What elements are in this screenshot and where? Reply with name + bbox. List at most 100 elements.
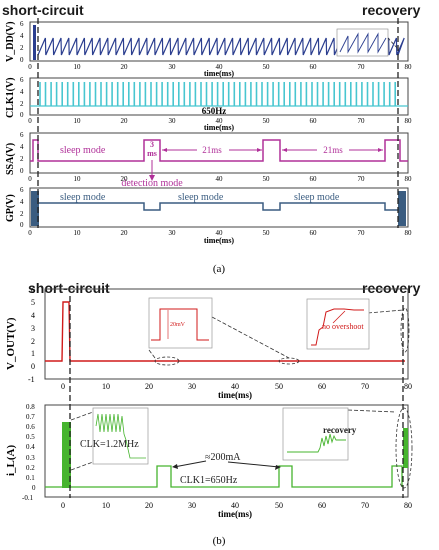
vdd-xtick: 80 — [405, 63, 413, 71]
clk1-xlabel: time(ms) — [204, 123, 235, 132]
gp-ytick: 6 — [20, 186, 24, 194]
gp-ytick: 2 — [20, 210, 24, 218]
vout-ytick: 5 — [31, 298, 35, 307]
ssa-21ms-label-2: 21ms — [323, 145, 343, 155]
il-ytick: 0.4 — [26, 443, 35, 451]
vout-no-overshoot-label: no overshoot — [322, 322, 364, 331]
ssa-detection-arrowhead — [149, 175, 155, 181]
il-inset-box — [92, 407, 149, 465]
panel-b-caption: (b) — [213, 535, 226, 547]
il-200ma-arrow — [173, 460, 207, 468]
ssa-ytick: 4 — [20, 143, 24, 151]
il-xtick: 80 — [404, 501, 412, 510]
vdd-ytick: 0 — [20, 56, 24, 64]
panel-b-short-circuit-label: short-circuit — [28, 280, 110, 296]
gp-sleep-mode-label-1: sleep mode — [60, 192, 106, 203]
ssa-label-mask — [197, 145, 229, 155]
il-recovery-burst — [403, 428, 408, 468]
clk1-xtick: 40 — [216, 117, 224, 125]
panel-b-recovery-label: recovery — [362, 280, 421, 296]
ssa-label-mask — [317, 145, 349, 155]
panel-a-short-circuit-label: short-circuit — [2, 2, 84, 18]
vout-ylabel: V_OUT(V) — [5, 317, 17, 370]
vdd-initial-pulse — [33, 25, 36, 60]
vdd-ylabel: V_DD(V) — [5, 21, 16, 62]
ssa-xtick: 20 — [121, 175, 129, 183]
ssa-arrowhead — [257, 148, 262, 152]
clk1-axes — [29, 77, 409, 116]
ssa-3ms-unit: ms — [147, 149, 157, 158]
vout-xtick: 80 — [404, 382, 412, 391]
gp-ylabel: GP(V) — [5, 194, 16, 222]
ssa-arrowhead — [378, 148, 383, 152]
vout-subplot: V_OUT(V) 6 5 4 3 2 1 0 -1 20mV — [5, 286, 412, 400]
vout-zoom-leader — [211, 316, 290, 359]
vout-trace — [45, 301, 405, 362]
gp-xtick: 40 — [216, 229, 224, 237]
il-ylabel: i_L(A) — [5, 445, 17, 477]
gp-initial-block — [31, 191, 39, 226]
vout-20mv-inset: 20mV — [148, 297, 213, 349]
vout-xtick: 10 — [102, 382, 110, 391]
il-clk1-label: CLK1=650Hz — [180, 475, 238, 486]
il-recovery-label: recovery — [323, 425, 357, 435]
ssa-arrowhead — [162, 148, 167, 152]
clk1-frequency-label: 650Hz — [202, 106, 227, 116]
vout-xlabel: time(ms) — [218, 390, 252, 400]
il-xtick: 40 — [231, 501, 239, 510]
il-zoom-ellipse — [395, 407, 413, 489]
clk1-xtick: 10 — [74, 117, 82, 125]
gp-ytick: 4 — [20, 198, 24, 206]
il-200ma-label: ≈200mA — [205, 452, 241, 463]
gp-final-block — [398, 191, 406, 226]
clk1-subplot: CLK1(V) 6 4 2 0 650Hz 0 10 20 30 40 50 6… — [5, 76, 412, 132]
clk1-pulse-train — [39, 82, 397, 106]
clk1-xtick: 0 — [28, 117, 32, 125]
vout-no-overshoot-inset: no overshoot — [306, 298, 370, 350]
vdd-inset-trace — [339, 32, 387, 54]
gp-xlabel: time(ms) — [204, 236, 235, 245]
vdd-inset-leader — [387, 37, 399, 50]
ssa-trace — [30, 139, 408, 162]
ssa-xtick: 80 — [405, 175, 413, 183]
vdd-subplot: V_DD(V) 6 4 2 0 0 10 20 30 40 50 60 70 8… — [5, 20, 412, 78]
vout-zoom-leader — [148, 349, 156, 359]
gp-xtick: 80 — [405, 229, 413, 237]
il-200ma-arrowhead — [172, 464, 178, 469]
vout-axes — [44, 288, 409, 380]
ssa-ylabel: SSA(V) — [5, 143, 16, 175]
gp-xtick: 50 — [263, 229, 271, 237]
vout-zoom-ellipse — [154, 356, 180, 366]
ssa-ytick: 6 — [20, 131, 24, 139]
vout-ytick: -1 — [28, 375, 35, 384]
il-short-circuit-burst — [62, 422, 71, 488]
il-zoom-leader — [347, 409, 397, 413]
il-inset-box — [282, 407, 349, 461]
il-subplot: i_L(A) 0.8 0.7 0.6 0.5 0.4 0.3 0.2 0.1 0… — [5, 403, 413, 519]
gp-xtick: 70 — [358, 229, 366, 237]
ssa-3ms-label: 3 — [150, 140, 154, 149]
clk1-ylabel: CLK1(V) — [5, 77, 16, 118]
il-xlabel: time(ms) — [218, 509, 252, 519]
clk1-xtick: 60 — [310, 117, 318, 125]
il-recovery-inset: recovery — [282, 407, 357, 461]
vout-inset-trace — [151, 308, 209, 341]
vdd-xlabel: time(ms) — [204, 69, 235, 78]
vdd-ytick: 6 — [20, 20, 24, 28]
ssa-subplot: SSA(V) 6 4 2 0 sleep mode 3 ms 21ms 21ms… — [5, 131, 412, 189]
gp-xtick: 0 — [28, 229, 32, 237]
gp-axes — [29, 187, 409, 228]
vout-xtick: 0 — [61, 382, 65, 391]
ssa-xtick: 70 — [358, 175, 366, 183]
vout-inset-trace — [311, 308, 364, 346]
il-ytick: 0.3 — [26, 454, 35, 462]
vout-ytick: 3 — [31, 324, 35, 333]
il-inset-trace — [287, 433, 346, 453]
il-xtick: 10 — [102, 501, 110, 510]
vdd-xtick: 60 — [310, 63, 318, 71]
vout-overshoot-arrow — [332, 310, 346, 324]
ssa-xtick: 0 — [28, 175, 32, 183]
ssa-axes — [29, 132, 409, 174]
panel-a-caption: (a) — [213, 263, 226, 275]
il-200ma-arrowhead — [275, 465, 281, 470]
